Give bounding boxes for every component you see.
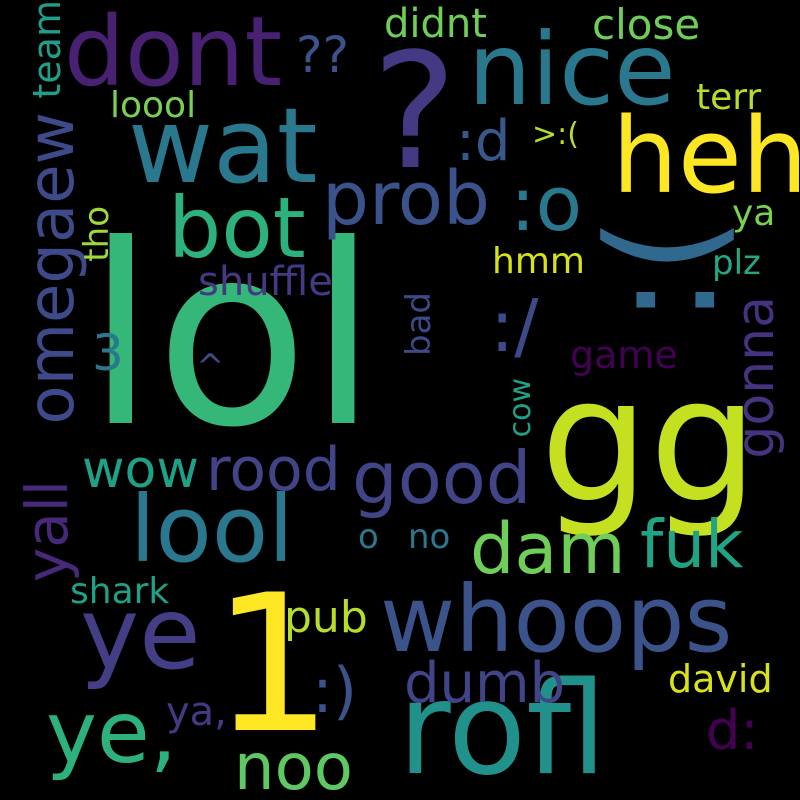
word-o-face: :o <box>510 159 583 248</box>
word-dam: dam <box>470 508 626 590</box>
word-ye: ye <box>80 575 201 692</box>
word-lol: lol <box>86 191 378 482</box>
word-o: o <box>358 517 379 557</box>
word-game: game <box>570 333 678 377</box>
word-cow: cow <box>503 378 538 438</box>
word-close: close <box>592 0 701 49</box>
word-whoops: whoops <box>380 566 733 673</box>
word-wat: wat <box>128 85 318 207</box>
word-angry-face: >:( <box>532 117 579 152</box>
word-omegaew: omegaew <box>15 112 89 425</box>
word-unsure-face: :/ <box>490 284 539 368</box>
word-prob: prob <box>322 156 491 242</box>
word-pub: pub <box>284 592 368 643</box>
word-noo: noo <box>234 731 353 800</box>
word-nice: nice <box>468 11 676 128</box>
word-ya-comma: ya, <box>166 689 227 735</box>
word-caret: ^ <box>196 347 225 387</box>
word-plz: plz <box>712 243 761 283</box>
word-bot: bot <box>168 179 306 277</box>
word-1: 1 <box>212 554 333 775</box>
word-team: team <box>25 0 69 99</box>
word-wow: wow <box>82 440 199 500</box>
word-yall: yall <box>13 480 81 583</box>
word-double-question: ?? <box>296 26 350 84</box>
word-hmm: hmm <box>492 241 585 282</box>
word-gg: gg <box>540 340 759 541</box>
word-bad: bad <box>399 292 439 356</box>
word-david: david <box>668 657 773 701</box>
word-question-mark: ? <box>372 18 457 205</box>
word-d-grin: :d <box>456 109 511 174</box>
word-dont: dont <box>64 0 283 108</box>
word-shark: shark <box>70 571 170 612</box>
word-no: no <box>408 517 451 557</box>
word-tho: tho <box>77 206 117 262</box>
word-didnt: didnt <box>384 1 487 47</box>
word-rofl: rofl <box>398 655 607 800</box>
word-3: 3 <box>92 324 124 382</box>
word-terr: terr <box>696 77 762 118</box>
word-gonna: gonna <box>726 296 786 459</box>
word-ya: ya <box>732 193 776 234</box>
word-d-face: d: <box>706 699 759 762</box>
word-smile-face: :) <box>312 654 358 727</box>
word-rood: rood <box>206 435 341 505</box>
word-heh: heh <box>612 95 800 217</box>
word-ye-comma: ye, <box>46 683 178 783</box>
word-good: good <box>352 436 532 520</box>
word-loool: loool <box>110 85 197 126</box>
word-shuffle: shuffle <box>198 259 333 305</box>
word-dumb: dumb <box>404 651 566 716</box>
word-fuk: fuk <box>640 506 744 583</box>
word-lool: lool <box>130 476 294 583</box>
